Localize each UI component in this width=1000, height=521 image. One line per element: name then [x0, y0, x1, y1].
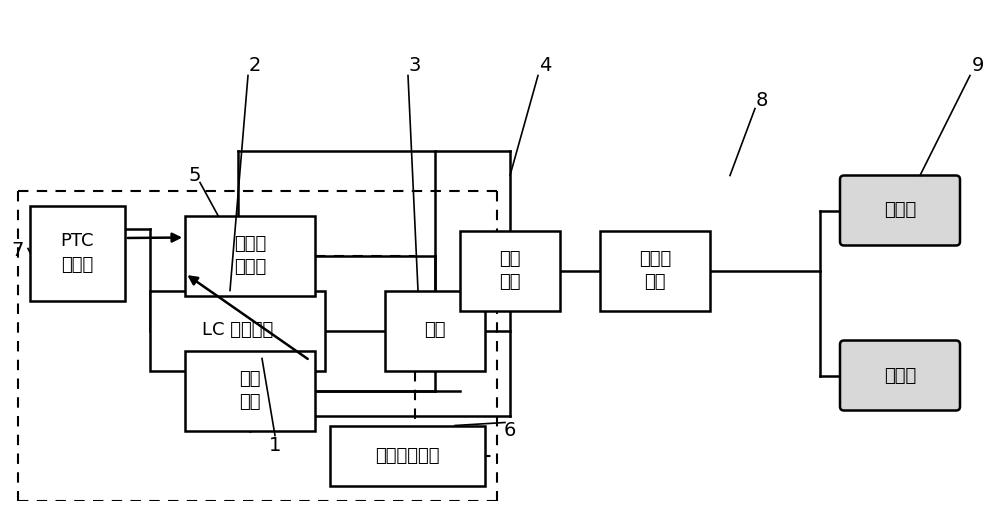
Text: 1: 1 [269, 436, 281, 455]
Text: 9: 9 [972, 56, 984, 75]
Bar [385, 291, 485, 370]
Text: 8: 8 [756, 91, 768, 110]
Text: 5: 5 [189, 166, 201, 185]
Bar [600, 230, 710, 311]
Text: 加热控制系统: 加热控制系统 [375, 446, 440, 465]
Text: 功率电
子开关: 功率电 子开关 [234, 234, 266, 276]
Text: 2: 2 [249, 56, 261, 75]
Bar [460, 230, 560, 311]
Bar [330, 426, 485, 486]
Text: LC 谐振单元: LC 谐振单元 [202, 321, 273, 340]
Text: 驱动轮: 驱动轮 [884, 366, 916, 384]
Text: 直流
电源: 直流 电源 [499, 250, 521, 291]
Bar [185, 216, 315, 295]
FancyBboxPatch shape [840, 176, 960, 245]
Text: 7: 7 [12, 241, 24, 260]
Bar [30, 205, 125, 301]
Text: 电驱动
系统: 电驱动 系统 [639, 250, 671, 291]
Text: PTC
电阻带: PTC 电阻带 [61, 232, 94, 274]
Text: 驱动轮: 驱动轮 [884, 202, 916, 219]
Bar [150, 291, 325, 370]
FancyBboxPatch shape [840, 341, 960, 411]
Bar [185, 351, 315, 430]
Text: 半桥: 半桥 [424, 321, 446, 340]
Text: 6: 6 [504, 421, 516, 440]
Text: 4: 4 [539, 56, 551, 75]
Text: 蓄电
装置: 蓄电 装置 [239, 370, 261, 411]
Text: 3: 3 [409, 56, 421, 75]
